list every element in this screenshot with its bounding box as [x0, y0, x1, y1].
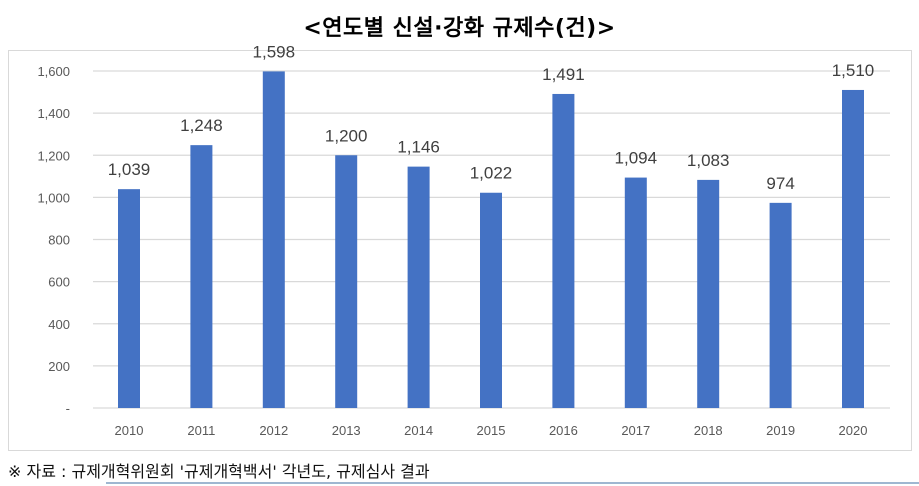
- x-tick-label: 2013: [332, 423, 361, 438]
- divider: [106, 482, 919, 484]
- bar-2016: [552, 93, 575, 408]
- bar-2012: [262, 71, 285, 408]
- bar-2020: [842, 89, 864, 409]
- data-label: 1,039: [108, 160, 151, 179]
- bars: [118, 71, 864, 409]
- x-tick-label: 2018: [694, 423, 723, 438]
- x-tick-label: 2014: [404, 423, 433, 438]
- x-tick-label: 2015: [477, 423, 506, 438]
- y-tick-label: 1,400: [37, 106, 70, 121]
- data-label: 1,094: [615, 149, 658, 168]
- bar-2011: [190, 145, 213, 408]
- data-label: 1,022: [470, 164, 513, 183]
- y-tick-label: 400: [48, 317, 70, 332]
- x-tick-label: 2019: [766, 423, 795, 438]
- bar-2017: [624, 177, 647, 408]
- data-label: 1,598: [253, 42, 296, 61]
- source-note: ※ 자료 : 규제개혁위원회 '규제개혁백서' 각년도, 규제심사 결과: [8, 462, 430, 481]
- data-label: 1,491: [542, 65, 585, 84]
- data-labels: 1,039 1,248 1,598 1,200 1,146 1,022 1,491 1,094…: [108, 42, 875, 192]
- chart-frame: [8, 50, 912, 451]
- chart-title: <연도별 신설·강화 규제수(건)>: [303, 16, 616, 41]
- x-tick-label: 2010: [115, 423, 144, 438]
- bar-2010: [118, 189, 140, 408]
- data-label: 1,248: [180, 116, 223, 135]
- data-label: 1,510: [832, 61, 875, 80]
- bar-2014: [407, 166, 430, 408]
- x-tick-label: 2011: [187, 423, 215, 438]
- data-label: 1,083: [687, 151, 730, 170]
- bar-2018: [697, 179, 720, 408]
- bar-2019: [769, 202, 792, 408]
- x-tick-label: 2017: [621, 423, 650, 438]
- y-tick-label: 1,000: [37, 190, 70, 205]
- x-axis-labels: 2010 2011 2012 2013 2014 2015 2016 2017 2018 2019…: [115, 423, 868, 438]
- data-label: 974: [766, 174, 794, 193]
- y-axis-labels: - 200 400 600 800 1,000 1,200 1,400 1,600: [37, 64, 70, 416]
- y-tick-label: 1,600: [37, 64, 70, 79]
- y-tick-label: -: [66, 401, 70, 416]
- data-label: 1,200: [325, 126, 368, 145]
- y-tick-label: 1,200: [37, 148, 70, 163]
- y-tick-label: 800: [48, 233, 70, 248]
- x-tick-label: 2020: [839, 423, 868, 438]
- y-tick-label: 200: [48, 359, 70, 374]
- x-tick-label: 2012: [259, 423, 288, 438]
- x-tick-label: 2016: [549, 423, 578, 438]
- y-tick-label: 600: [48, 275, 70, 290]
- data-label: 1,146: [397, 138, 440, 157]
- bar-2015: [480, 192, 502, 408]
- bar-2013: [335, 155, 358, 408]
